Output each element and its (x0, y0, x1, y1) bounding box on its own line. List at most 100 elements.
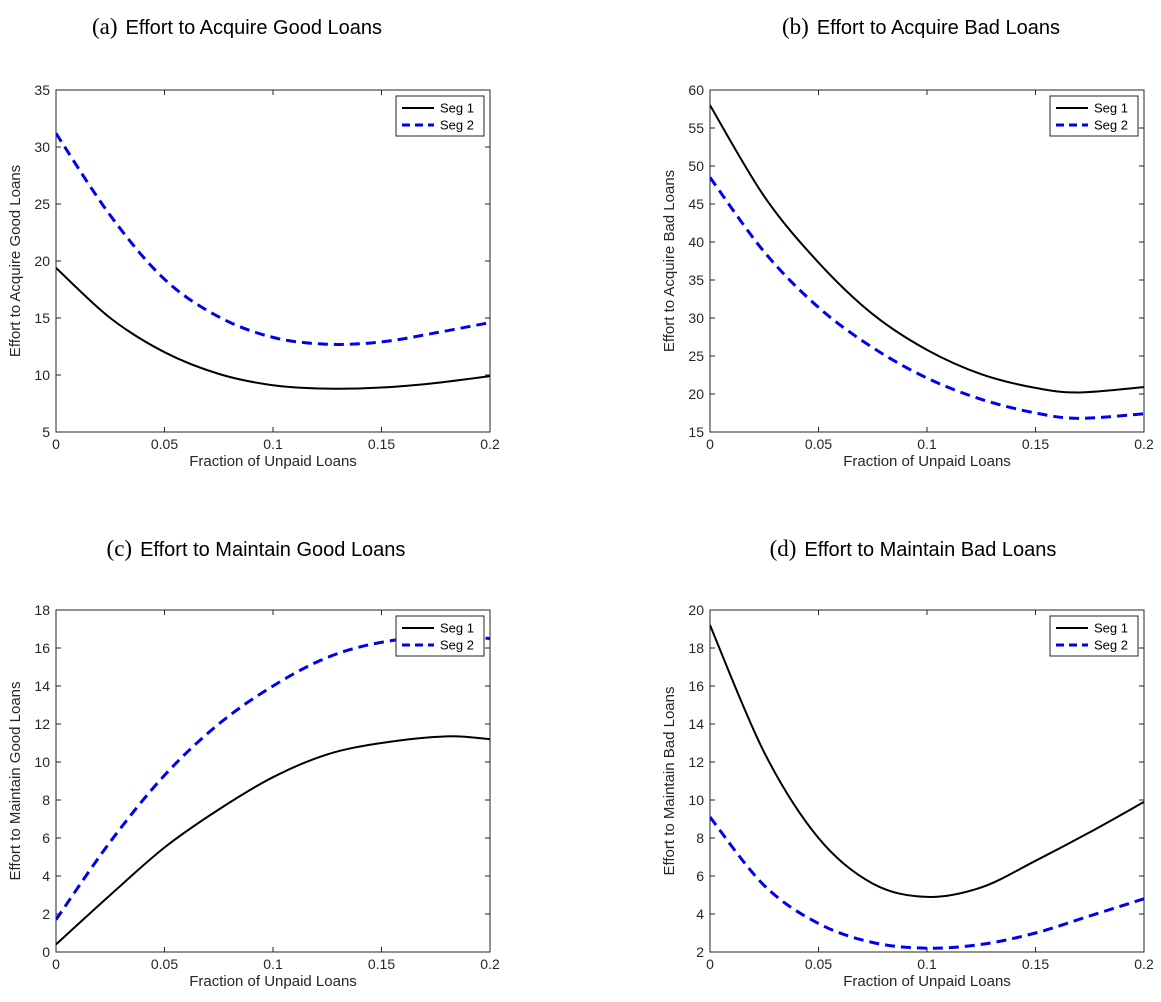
x-tick-label: 0.1 (917, 436, 937, 452)
y-tick-label: 30 (688, 310, 704, 326)
y-tick-label: 20 (688, 602, 704, 618)
y-tick-label: 2 (696, 944, 704, 960)
y-tick-label: 25 (34, 196, 50, 212)
y-tick-label: 16 (688, 678, 704, 694)
x-tick-label: 0.05 (805, 436, 832, 452)
legend-label: Seg 2 (1094, 118, 1128, 133)
panel-title-text: Effort to Acquire Good Loans (126, 17, 382, 39)
x-axis-label: Fraction of Unpaid Loans (189, 973, 357, 990)
panel-title: (b) Effort to Acquire Bad Loans (782, 14, 1060, 39)
legend: Seg 1 Seg 2 (1049, 95, 1139, 137)
y-tick-label: 20 (34, 253, 50, 269)
legend-box (395, 615, 485, 657)
plot-area (709, 609, 1145, 953)
y-tick-label: 15 (34, 310, 50, 326)
series-line-1 (56, 735, 490, 946)
y-tick-label: 16 (34, 640, 50, 656)
y-tick-label: 6 (696, 868, 704, 884)
y-tick-label: 30 (34, 139, 50, 155)
series-line-1 (56, 267, 490, 390)
y-tick-label: 4 (42, 868, 50, 884)
y-tick-label: 20 (688, 386, 704, 402)
legend-label: Seg 2 (1094, 638, 1128, 653)
y-tick-label: 4 (696, 906, 704, 922)
x-tick-label: 0.2 (1134, 956, 1154, 972)
x-tick-label: 0 (706, 956, 714, 972)
panel-title-text: Effort to Maintain Bad Loans (804, 539, 1056, 561)
chart-panel-1: (a) Effort to Acquire Good Loans 0 0.05 0.1 0… (7, 14, 500, 470)
panel-title: (d) Effort to Maintain Bad Loans (770, 536, 1057, 561)
y-tick-label: 2 (42, 906, 50, 922)
series-line-2 (710, 816, 1144, 950)
y-tick-label: 12 (688, 754, 704, 770)
y-axis-label: Effort to Acquire Good Loans (7, 165, 24, 357)
legend-box (1049, 95, 1139, 137)
y-tick-label: 40 (688, 234, 704, 250)
y-tick-label: 10 (34, 367, 50, 383)
panel-letter: (c) (107, 536, 133, 561)
y-tick-label: 10 (688, 792, 704, 808)
y-tick-label: 25 (688, 348, 704, 364)
x-axis-label: Fraction of Unpaid Loans (189, 453, 357, 470)
x-tick-label: 0.1 (917, 956, 937, 972)
x-tick-label: 0.15 (1022, 956, 1049, 972)
legend: Seg 1 Seg 2 (1049, 615, 1139, 657)
x-axis-label: Fraction of Unpaid Loans (843, 453, 1011, 470)
legend-label: Seg 1 (440, 101, 474, 116)
y-tick-label: 10 (34, 754, 50, 770)
y-tick-label: 5 (42, 424, 50, 440)
series-line-1 (710, 624, 1144, 898)
y-tick-label: 14 (688, 716, 704, 732)
legend-box (395, 95, 485, 137)
y-tick-label: 8 (42, 792, 50, 808)
legend: Seg 1 Seg 2 (395, 95, 485, 137)
x-tick-label: 0.15 (368, 956, 395, 972)
x-tick-label: 0.05 (151, 436, 178, 452)
panel-title-text: Effort to Acquire Bad Loans (817, 17, 1060, 39)
panel-letter: (b) (782, 14, 809, 39)
y-tick-label: 0 (42, 944, 50, 960)
x-tick-label: 0.2 (1134, 436, 1154, 452)
series-line-2 (710, 176, 1144, 420)
x-tick-label: 0.05 (805, 956, 832, 972)
x-tick-label: 0 (52, 436, 60, 452)
y-tick-label: 18 (34, 602, 50, 618)
x-tick-label: 0.2 (480, 436, 500, 452)
legend-label: Seg 1 (1094, 621, 1128, 636)
panel-letter: (d) (770, 536, 797, 561)
chart-panel-3: (c) Effort to Maintain Good Loans 0 0.05 0.1… (7, 536, 500, 990)
legend-label: Seg 2 (440, 638, 474, 653)
legend-label: Seg 1 (440, 621, 474, 636)
y-tick-label: 12 (34, 716, 50, 732)
x-tick-label: 0 (52, 956, 60, 972)
y-tick-label: 14 (34, 678, 50, 694)
plot-area (55, 89, 491, 433)
y-tick-label: 35 (34, 82, 50, 98)
x-axis-label: Fraction of Unpaid Loans (843, 973, 1011, 990)
legend-box (1049, 615, 1139, 657)
legend-label: Seg 1 (1094, 101, 1128, 116)
y-tick-label: 50 (688, 158, 704, 174)
x-tick-label: 0.1 (263, 436, 283, 452)
plot-area (55, 609, 491, 953)
chart-panel-4: (d) Effort to Maintain Bad Loans 0 0.05 0.1 0… (661, 536, 1154, 990)
panel-title-text: Effort to Maintain Good Loans (140, 539, 405, 561)
y-axis-label: Effort to Acquire Bad Loans (661, 170, 678, 352)
series-line-2 (56, 132, 490, 346)
x-tick-label: 0.1 (263, 956, 283, 972)
y-axis-label: Effort to Maintain Good Loans (7, 681, 24, 880)
y-tick-label: 55 (688, 120, 704, 136)
panel-title: (a) Effort to Acquire Good Loans (92, 14, 382, 39)
y-tick-label: 15 (688, 424, 704, 440)
x-tick-label: 0.15 (1022, 436, 1049, 452)
x-tick-label: 0.15 (368, 436, 395, 452)
legend-label: Seg 2 (440, 118, 474, 133)
panel-letter: (a) (92, 14, 118, 39)
y-tick-label: 8 (696, 830, 704, 846)
panel-title: (c) Effort to Maintain Good Loans (107, 536, 406, 561)
x-tick-label: 0 (706, 436, 714, 452)
chart-panel-2: (b) Effort to Acquire Bad Loans 0 0.05 0.1 0.… (661, 14, 1154, 470)
series-line-1 (710, 104, 1144, 394)
y-axis-label: Effort to Maintain Bad Loans (661, 686, 678, 875)
